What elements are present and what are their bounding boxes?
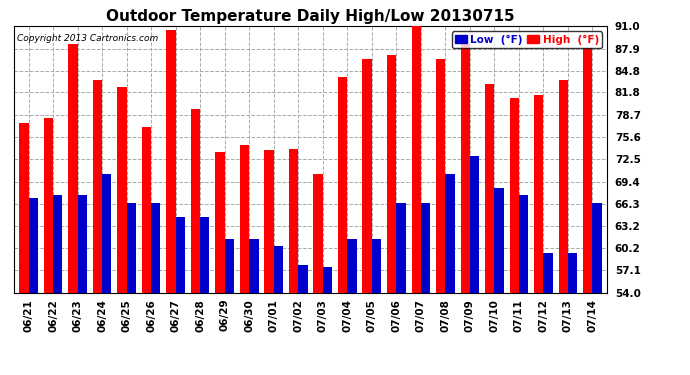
- Bar: [411, 26, 421, 375]
- Bar: [544, 253, 553, 375]
- Bar: [583, 48, 593, 375]
- Bar: [191, 109, 200, 375]
- Bar: [28, 198, 38, 375]
- Bar: [519, 195, 529, 375]
- Bar: [534, 94, 544, 375]
- Bar: [264, 150, 274, 375]
- Bar: [43, 118, 53, 375]
- Bar: [126, 202, 136, 375]
- Bar: [460, 44, 470, 375]
- Bar: [19, 123, 28, 375]
- Bar: [102, 174, 111, 375]
- Bar: [445, 174, 455, 375]
- Bar: [421, 202, 430, 375]
- Bar: [362, 58, 372, 375]
- Bar: [274, 246, 283, 375]
- Bar: [142, 127, 151, 375]
- Bar: [240, 145, 249, 375]
- Bar: [470, 156, 479, 375]
- Text: Copyright 2013 Cartronics.com: Copyright 2013 Cartronics.com: [17, 34, 158, 43]
- Bar: [176, 217, 185, 375]
- Bar: [117, 87, 126, 375]
- Bar: [313, 174, 323, 375]
- Bar: [559, 80, 568, 375]
- Bar: [436, 58, 445, 375]
- Bar: [347, 238, 357, 375]
- Bar: [53, 195, 62, 375]
- Bar: [323, 267, 332, 375]
- Bar: [568, 253, 578, 375]
- Bar: [593, 202, 602, 375]
- Bar: [289, 148, 298, 375]
- Legend: Low  (°F), High  (°F): Low (°F), High (°F): [451, 32, 602, 48]
- Bar: [338, 76, 347, 375]
- Bar: [166, 30, 176, 375]
- Bar: [485, 84, 495, 375]
- Bar: [215, 152, 225, 375]
- Bar: [200, 217, 210, 375]
- Bar: [92, 80, 102, 375]
- Bar: [387, 55, 396, 375]
- Bar: [225, 238, 234, 375]
- Bar: [77, 195, 87, 375]
- Bar: [249, 238, 259, 375]
- Bar: [510, 98, 519, 375]
- Bar: [372, 238, 381, 375]
- Bar: [68, 44, 77, 375]
- Title: Outdoor Temperature Daily High/Low 20130715: Outdoor Temperature Daily High/Low 20130…: [106, 9, 515, 24]
- Bar: [298, 265, 308, 375]
- Bar: [495, 188, 504, 375]
- Bar: [151, 202, 161, 375]
- Bar: [396, 202, 406, 375]
